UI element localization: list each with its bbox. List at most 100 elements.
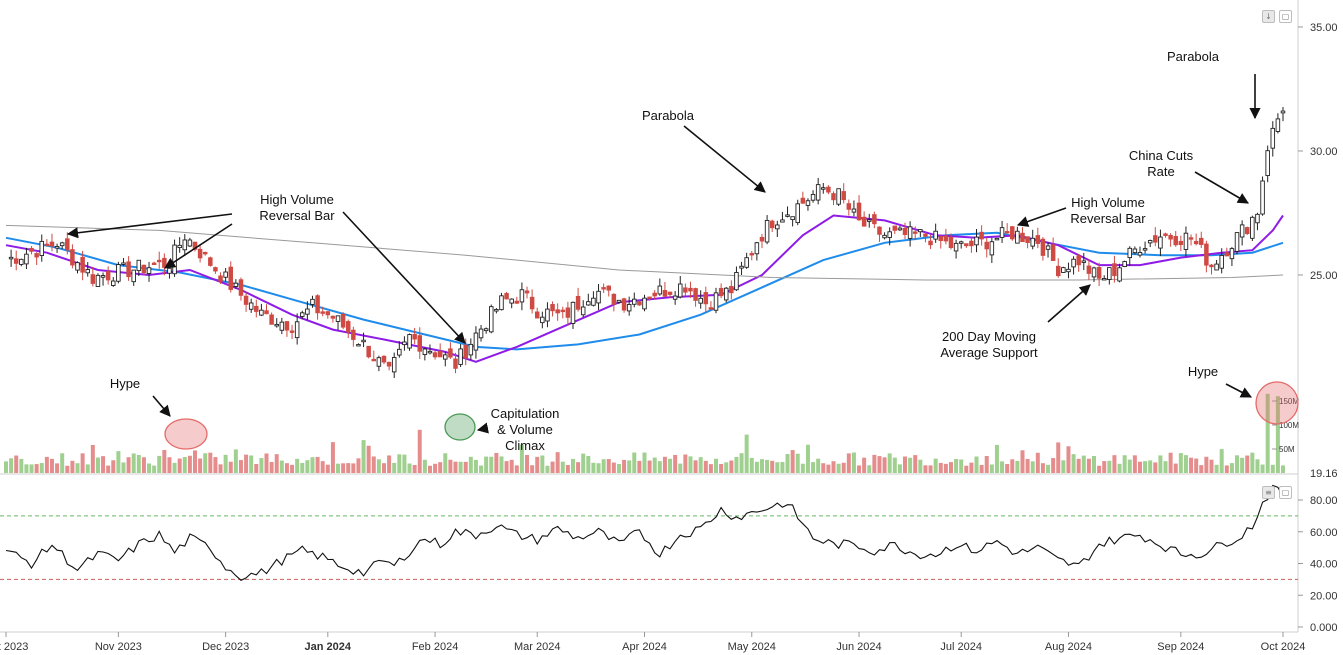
oscillator-line bbox=[5, 484, 1284, 581]
candle-body bbox=[1214, 263, 1219, 271]
volume-bar bbox=[714, 458, 719, 473]
candle-body bbox=[1224, 252, 1230, 257]
candle-body bbox=[984, 241, 989, 250]
candle-body bbox=[519, 289, 525, 303]
candle-body bbox=[1270, 127, 1276, 149]
candle-body bbox=[182, 239, 188, 251]
candle-body bbox=[131, 269, 136, 283]
candle-body bbox=[1091, 267, 1097, 278]
candle-body bbox=[254, 305, 259, 312]
candle-body bbox=[366, 345, 371, 358]
hype-highlight-circle bbox=[164, 418, 208, 450]
candle-body bbox=[397, 348, 402, 356]
volume-bar bbox=[1265, 393, 1270, 473]
candle-body bbox=[1204, 243, 1209, 266]
volume-bar bbox=[790, 450, 795, 473]
annotation-arrow bbox=[1194, 171, 1249, 204]
candle-body bbox=[790, 216, 795, 221]
volume-bar bbox=[611, 462, 616, 473]
candle-body bbox=[1255, 213, 1260, 224]
candle-body bbox=[560, 309, 566, 313]
candle-body bbox=[1020, 232, 1025, 243]
candle-body bbox=[412, 334, 417, 340]
volume-bar bbox=[530, 465, 535, 473]
volume-bar bbox=[770, 460, 775, 473]
candle-body bbox=[831, 193, 836, 201]
volume-bar bbox=[167, 457, 172, 473]
volume-bar bbox=[346, 463, 351, 473]
parabola-1-label: Parabola bbox=[642, 108, 695, 123]
volume-bar bbox=[616, 464, 621, 473]
volume-bar bbox=[622, 459, 627, 473]
volume-bar bbox=[279, 460, 284, 473]
annotation-arrow bbox=[342, 211, 466, 344]
volume-bar bbox=[540, 455, 545, 473]
volume-bar bbox=[55, 463, 60, 473]
candle-body bbox=[187, 239, 193, 247]
oscillator-tick-label: 20.00 bbox=[1310, 590, 1338, 602]
candle-body bbox=[29, 247, 34, 252]
volume-bar bbox=[387, 455, 392, 473]
volume-bar bbox=[233, 449, 238, 473]
volume-bar bbox=[290, 464, 295, 473]
candle-body bbox=[468, 343, 474, 356]
candle-body bbox=[928, 240, 933, 246]
candle-body bbox=[688, 287, 693, 292]
candle-body bbox=[718, 287, 724, 297]
volume-bar bbox=[336, 463, 341, 473]
candle-body bbox=[1050, 244, 1056, 261]
volume-bar bbox=[954, 459, 959, 473]
volume-tick-label: 150M bbox=[1279, 397, 1299, 406]
candle-body bbox=[861, 216, 867, 227]
volume-bar bbox=[463, 461, 468, 473]
volume-bar bbox=[1030, 461, 1035, 473]
volume-bar bbox=[106, 465, 111, 473]
volume-bar bbox=[177, 458, 182, 473]
volume-bar bbox=[438, 462, 443, 473]
candle-body bbox=[1061, 267, 1066, 273]
candle-body bbox=[892, 225, 898, 231]
volume-bar bbox=[417, 429, 422, 473]
volume-bar bbox=[1260, 464, 1265, 473]
volume-bar bbox=[805, 444, 810, 473]
candle-body bbox=[121, 262, 126, 265]
volume-bar bbox=[1209, 459, 1214, 473]
candle-body bbox=[356, 344, 361, 347]
volume-bar bbox=[19, 458, 24, 473]
candle-body bbox=[785, 214, 790, 217]
volume-bar bbox=[157, 455, 162, 473]
candle-body bbox=[310, 298, 315, 305]
expand-icon[interactable]: ▢ bbox=[1279, 486, 1292, 499]
candle-body bbox=[509, 298, 514, 304]
candle-body bbox=[1244, 227, 1250, 235]
candle-body bbox=[775, 224, 780, 230]
volume-bar bbox=[305, 460, 310, 473]
volume-bar bbox=[208, 452, 213, 473]
annotation-arrow bbox=[1225, 383, 1252, 398]
candle-body bbox=[1168, 234, 1173, 240]
date-tick-label: Apr 2024 bbox=[622, 641, 667, 653]
volume-bar bbox=[356, 458, 361, 473]
volume-bar bbox=[1061, 460, 1066, 473]
candle-body bbox=[458, 348, 463, 365]
settings-icon[interactable]: ≡ bbox=[1262, 486, 1275, 499]
volume-bar bbox=[795, 453, 800, 473]
download-icon[interactable]: ↓ bbox=[1262, 10, 1275, 23]
volume-bar bbox=[361, 440, 366, 473]
date-tick-label: Oct 2024 bbox=[1261, 641, 1306, 653]
oscillator-tick-label: 60.00 bbox=[1310, 527, 1338, 539]
candle-body bbox=[473, 332, 479, 351]
candle-body bbox=[667, 291, 673, 295]
volume-bar bbox=[44, 456, 49, 473]
volume-bar bbox=[892, 457, 897, 473]
candle-body bbox=[1183, 232, 1189, 250]
candle-body bbox=[1209, 264, 1214, 268]
candle-body bbox=[749, 253, 755, 256]
candle-body bbox=[912, 231, 918, 234]
fullscreen-icon[interactable]: ▢ bbox=[1279, 10, 1292, 23]
volume-bar bbox=[642, 452, 647, 473]
candle-body bbox=[887, 231, 892, 238]
volume-bar bbox=[228, 461, 233, 473]
volume-bar bbox=[351, 463, 356, 473]
